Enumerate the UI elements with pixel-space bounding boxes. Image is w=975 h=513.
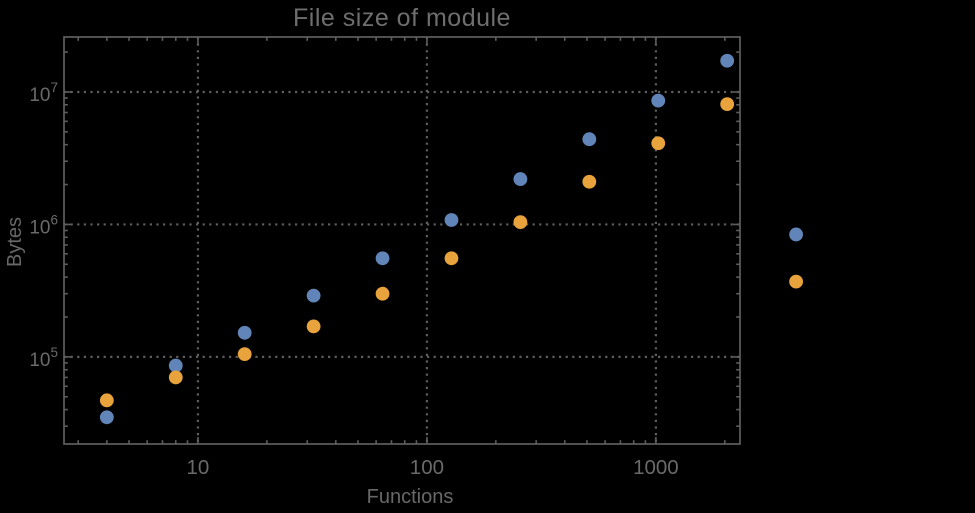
data-point: [168, 358, 183, 373]
data-point: [651, 136, 666, 151]
tick-marks: [64, 37, 740, 444]
series-blue: [99, 53, 803, 425]
data-point: [651, 93, 666, 108]
data-point: [444, 251, 459, 266]
x-tick-labels: 10 100 1000: [187, 456, 679, 479]
data-point: [375, 286, 390, 301]
x-tick-label: 100: [410, 456, 444, 479]
data-point: [168, 370, 183, 385]
data-point: [582, 132, 597, 147]
y-tick-labels: 105 106 107: [29, 80, 58, 371]
gridlines: [64, 37, 740, 444]
data-point: [720, 97, 735, 111]
plot-frame: [63, 36, 741, 445]
data-point: [789, 274, 803, 289]
data-point: [237, 325, 252, 340]
y-tick-label: 107: [29, 80, 58, 106]
x-axis-label: Functions: [366, 486, 454, 508]
data-point: [444, 213, 459, 227]
data-point: [375, 251, 390, 266]
data-point: [513, 172, 528, 186]
data-point: [99, 393, 114, 408]
data-point: [789, 227, 803, 242]
data-point: [720, 53, 735, 68]
data-point: [237, 347, 252, 361]
data-point: [306, 288, 321, 303]
data-point: [306, 319, 321, 334]
series-orange: [99, 97, 803, 408]
data-point: [513, 215, 528, 230]
y-tick-label: 105: [29, 345, 58, 371]
data-point: [99, 410, 114, 425]
x-tick-label: 1000: [633, 456, 679, 479]
data-point: [582, 174, 597, 189]
x-tick-label: 10: [187, 456, 210, 479]
y-tick-label: 106: [29, 212, 58, 238]
chart-title: File size of module: [293, 4, 511, 32]
